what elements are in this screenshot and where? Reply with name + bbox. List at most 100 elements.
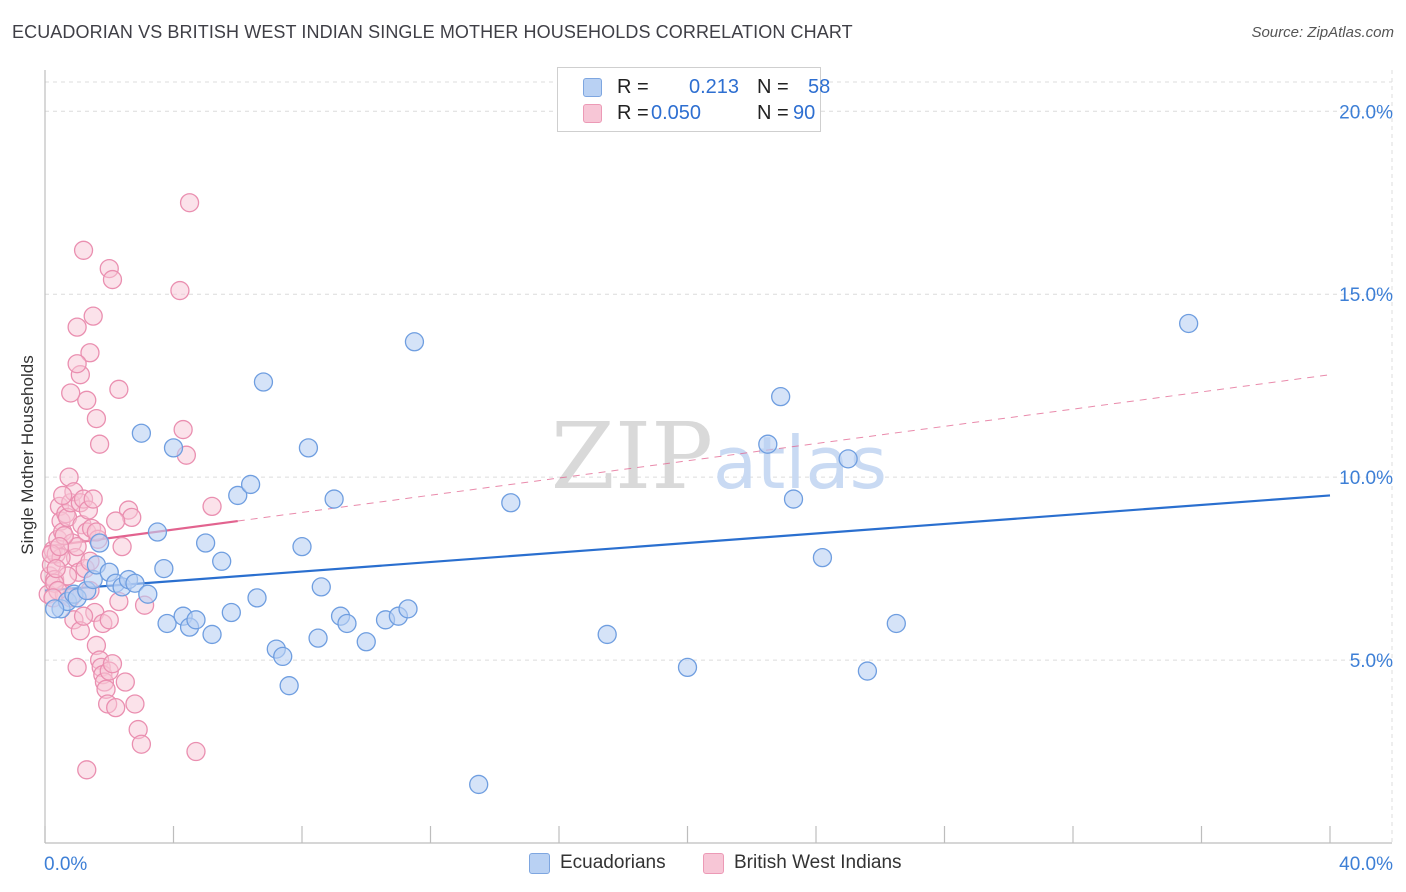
legend-n-label: N =	[757, 76, 789, 98]
ecuadorian-point	[138, 584, 158, 604]
bwi-point	[73, 606, 94, 626]
legend-n-value: 58	[808, 76, 831, 98]
bottom-legend-label: Ecuadorians	[560, 852, 666, 873]
bwi-point	[67, 317, 87, 337]
axes	[44, 70, 1392, 844]
ecuadorian-point	[44, 599, 65, 619]
correlation-legend: R = 0.213 N = 58 R = 0.050 N = 90	[557, 67, 830, 132]
ecuadorian-point	[398, 599, 418, 619]
bwi-point	[83, 489, 103, 509]
bwi-point	[186, 741, 206, 762]
x-tick-label: 40.0%	[1339, 854, 1393, 875]
ecuadorian-point	[404, 332, 425, 352]
bottom-legend-label: British West Indians	[734, 852, 902, 873]
ecuadorian-point	[131, 423, 152, 443]
ecuadorian-point	[154, 558, 174, 579]
bwi-trendline-extension	[237, 374, 1331, 522]
ecuadorian-point	[125, 573, 145, 593]
bwi-point	[61, 383, 81, 403]
bwi-point	[106, 511, 126, 531]
watermark-atlas: atlas	[713, 421, 887, 505]
x-tick-label: 0.0%	[44, 854, 87, 875]
ecuadorian-point	[298, 438, 319, 458]
bwi-point	[173, 419, 193, 440]
y-tick-label: 15.0%	[1339, 285, 1393, 306]
bottom-legend-swatch-blue	[529, 853, 550, 874]
ecuadorian-point	[311, 577, 331, 597]
ecuadorian-point	[157, 613, 177, 634]
legend-r-label: R =	[617, 102, 649, 124]
ecuadorian-point	[279, 676, 299, 696]
ecuadorian-point	[501, 493, 521, 513]
ecuadorian-point	[89, 533, 110, 553]
legend-r-value: 0.213	[689, 76, 740, 98]
bwi-point	[170, 280, 190, 301]
bwi-point	[86, 408, 107, 429]
legend-r-label: R =	[617, 76, 649, 98]
bwi-point	[125, 694, 145, 714]
grid-lines	[45, 70, 1393, 843]
ecuadorian-point	[783, 489, 804, 509]
y-axis-title: Single Mother Households	[18, 355, 37, 555]
bwi-point	[80, 343, 100, 363]
legend-n-value: 90	[793, 102, 816, 124]
source-label: Source: ZipAtlas.com	[1251, 24, 1394, 41]
ecuadorian-point	[240, 474, 261, 495]
bwi-point	[102, 654, 123, 674]
watermark: ZIP atlas	[551, 403, 887, 510]
ecuadorian-point	[212, 551, 232, 571]
y-tick-label: 5.0%	[1350, 651, 1393, 672]
ecuadorian-point	[247, 588, 267, 608]
ecuadorian-point	[253, 372, 274, 392]
ecuadorian-point	[771, 386, 791, 407]
ecuadorian-point	[195, 533, 216, 553]
ecuadorian-point	[308, 628, 328, 648]
ecuadorian-point	[292, 536, 312, 557]
bwi-point	[115, 672, 135, 692]
watermark-zip: ZIP	[551, 403, 713, 510]
chart-title: ECUADORIAN VS BRITISH WEST INDIAN SINGLE…	[12, 22, 853, 42]
ecuadorian-point	[337, 613, 357, 634]
ecuadorian-point	[202, 624, 222, 645]
bwi-point	[99, 610, 119, 630]
ecuadorian-point	[1179, 313, 1199, 334]
ecuadorian-point	[886, 613, 906, 634]
bwi-point	[67, 657, 87, 678]
bwi-points	[38, 193, 222, 780]
ecuadorian-point	[812, 547, 833, 568]
bwi-point	[179, 193, 200, 213]
ecuadorian-point	[758, 434, 778, 454]
ecuadorian-point	[273, 646, 293, 667]
legend-n-label: N =	[757, 102, 789, 124]
bwi-point	[73, 240, 94, 260]
bwi-point	[49, 536, 70, 557]
bottom-legend-swatch-pink	[703, 853, 724, 874]
bwi-point	[106, 697, 126, 718]
ecuadorian-point	[324, 489, 344, 509]
bwi-point	[67, 354, 87, 374]
ecuadorian-point	[221, 602, 241, 623]
ecuadorian-trendline	[44, 494, 1331, 592]
y-tick-label: 20.0%	[1339, 102, 1393, 123]
bwi-point	[122, 507, 142, 528]
ecuadorian-point	[163, 438, 184, 458]
bwi-point	[89, 434, 110, 454]
bwi-point	[83, 306, 103, 326]
y-tick-label: 10.0%	[1339, 468, 1393, 489]
bwi-point	[77, 760, 97, 780]
ecuadorian-point	[469, 774, 489, 795]
ecuadorian-point	[186, 610, 206, 630]
ecuadorian-point	[857, 661, 878, 681]
ecuadorian-point	[597, 624, 617, 645]
bwi-point	[53, 485, 73, 506]
ecuadorian-point	[677, 657, 698, 678]
bwi-point	[202, 496, 222, 517]
bwi-point	[46, 558, 66, 579]
legend-swatch-pink	[583, 104, 602, 123]
bwi-point	[109, 379, 129, 399]
ecuadorian-point	[147, 522, 168, 542]
ecuadorian-points	[44, 313, 1199, 795]
bwi-point	[131, 734, 152, 754]
ecuadorian-point	[228, 485, 248, 506]
